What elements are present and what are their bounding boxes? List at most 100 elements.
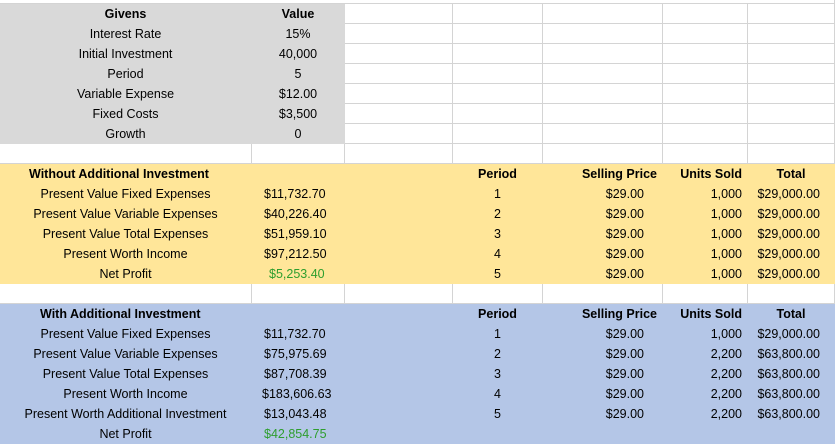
empty-cell[interactable] — [345, 24, 453, 44]
empty-cell[interactable] — [543, 24, 663, 44]
with-label[interactable]: Present Worth Income — [0, 384, 252, 404]
empty-cell[interactable] — [543, 144, 663, 164]
without-label[interactable]: Present Value Total Expenses — [0, 224, 252, 244]
given-value[interactable]: 0 — [252, 124, 345, 144]
without-total-cell[interactable]: $29,000.00 — [748, 264, 835, 284]
without-label[interactable]: Present Value Variable Expenses — [0, 204, 252, 224]
given-label[interactable]: Variable Expense — [0, 84, 252, 104]
with-label[interactable]: Present Worth Additional Investment — [0, 404, 252, 424]
with-units-cell[interactable]: 2,200 — [663, 364, 748, 384]
empty-cell[interactable] — [543, 64, 663, 84]
with-units-cell[interactable]: 2,200 — [663, 384, 748, 404]
empty-cell[interactable] — [543, 4, 663, 24]
with-net-profit-value[interactable]: $42,854.75 — [252, 424, 345, 444]
with-value[interactable]: $13,043.48 — [252, 404, 345, 424]
empty-cell[interactable] — [453, 64, 543, 84]
given-value[interactable]: 40,000 — [252, 44, 345, 64]
with-price-cell[interactable]: $29.00 — [543, 364, 663, 384]
without-period-header[interactable]: Period — [453, 164, 543, 184]
with-units-cell[interactable]: 2,200 — [663, 404, 748, 424]
without-total-header[interactable]: Total — [748, 164, 835, 184]
empty-cell[interactable] — [453, 44, 543, 64]
without-investment-title[interactable]: Without Additional Investment — [0, 164, 252, 184]
given-value[interactable]: $3,500 — [252, 104, 345, 124]
with-period-header[interactable]: Period — [453, 304, 543, 324]
with-label[interactable]: Net Profit — [0, 424, 252, 444]
with-value[interactable]: $183,606.63 — [252, 384, 345, 404]
empty-cell[interactable] — [663, 104, 748, 124]
without-period-cell[interactable]: 2 — [453, 204, 543, 224]
empty-cell[interactable] — [0, 284, 252, 304]
empty-cell[interactable] — [663, 4, 748, 24]
with-price-cell[interactable]: $29.00 — [543, 404, 663, 424]
empty-cell[interactable] — [453, 124, 543, 144]
without-selling-price-header[interactable]: Selling Price — [543, 164, 663, 184]
empty-cell[interactable] — [453, 284, 543, 304]
empty-cell[interactable] — [663, 144, 748, 164]
with-label[interactable]: Present Value Variable Expenses — [0, 344, 252, 364]
empty-cell[interactable] — [748, 64, 835, 84]
without-value[interactable]: $40,226.40 — [252, 204, 345, 224]
with-price-cell[interactable]: $29.00 — [543, 384, 663, 404]
given-label[interactable]: Initial Investment — [0, 44, 252, 64]
without-total-cell[interactable]: $29,000.00 — [748, 204, 835, 224]
empty-cell[interactable] — [345, 104, 453, 124]
empty-cell[interactable] — [543, 104, 663, 124]
empty-cell[interactable] — [543, 44, 663, 64]
without-net-profit-value[interactable]: $5,253.40 — [252, 264, 345, 284]
empty-cell[interactable] — [663, 44, 748, 64]
without-period-cell[interactable]: 3 — [453, 224, 543, 244]
with-total-cell[interactable]: $63,800.00 — [748, 404, 835, 424]
without-label[interactable]: Net Profit — [0, 264, 252, 284]
with-period-cell[interactable]: 1 — [453, 324, 543, 344]
empty-cell[interactable] — [252, 144, 345, 164]
empty-cell[interactable] — [748, 104, 835, 124]
without-units-cell[interactable]: 1,000 — [663, 224, 748, 244]
empty-cell[interactable] — [663, 64, 748, 84]
with-investment-title[interactable]: With Additional Investment — [0, 304, 252, 324]
with-price-cell[interactable]: $29.00 — [543, 324, 663, 344]
givens-header[interactable]: Givens — [0, 4, 252, 24]
without-price-cell[interactable]: $29.00 — [543, 244, 663, 264]
empty-cell[interactable] — [345, 144, 453, 164]
empty-cell[interactable] — [748, 124, 835, 144]
without-units-cell[interactable]: 1,000 — [663, 244, 748, 264]
empty-cell[interactable] — [748, 4, 835, 24]
with-period-cell[interactable]: 2 — [453, 344, 543, 364]
without-total-cell[interactable]: $29,000.00 — [748, 224, 835, 244]
with-label[interactable]: Present Value Total Expenses — [0, 364, 252, 384]
with-period-cell[interactable]: 4 — [453, 384, 543, 404]
without-total-cell[interactable]: $29,000.00 — [748, 184, 835, 204]
without-total-cell[interactable]: $29,000.00 — [748, 244, 835, 264]
without-label[interactable]: Present Worth Income — [0, 244, 252, 264]
without-value[interactable]: $51,959.10 — [252, 224, 345, 244]
given-label[interactable]: Period — [0, 64, 252, 84]
empty-cell[interactable] — [748, 84, 835, 104]
empty-cell[interactable] — [748, 44, 835, 64]
empty-cell[interactable] — [453, 4, 543, 24]
without-label[interactable]: Present Value Fixed Expenses — [0, 184, 252, 204]
value-header[interactable]: Value — [252, 4, 345, 24]
without-price-cell[interactable]: $29.00 — [543, 264, 663, 284]
without-value[interactable]: $11,732.70 — [252, 184, 345, 204]
with-period-cell[interactable]: 3 — [453, 364, 543, 384]
without-units-cell[interactable]: 1,000 — [663, 264, 748, 284]
without-units-cell[interactable]: 1,000 — [663, 184, 748, 204]
without-units-sold-header[interactable]: Units Sold — [663, 164, 748, 184]
given-label[interactable]: Growth — [0, 124, 252, 144]
given-value[interactable]: 15% — [252, 24, 345, 44]
empty-cell[interactable] — [663, 84, 748, 104]
empty-cell[interactable] — [0, 144, 252, 164]
given-label[interactable]: Fixed Costs — [0, 104, 252, 124]
with-period-cell[interactable]: 5 — [453, 404, 543, 424]
with-total-cell[interactable]: $63,800.00 — [748, 384, 835, 404]
without-units-cell[interactable]: 1,000 — [663, 204, 748, 224]
without-period-cell[interactable]: 5 — [453, 264, 543, 284]
empty-cell[interactable] — [345, 124, 453, 144]
empty-cell[interactable] — [663, 284, 748, 304]
with-total-header[interactable]: Total — [748, 304, 835, 324]
given-value[interactable]: $12.00 — [252, 84, 345, 104]
with-units-cell[interactable]: 1,000 — [663, 324, 748, 344]
empty-cell[interactable] — [748, 284, 835, 304]
